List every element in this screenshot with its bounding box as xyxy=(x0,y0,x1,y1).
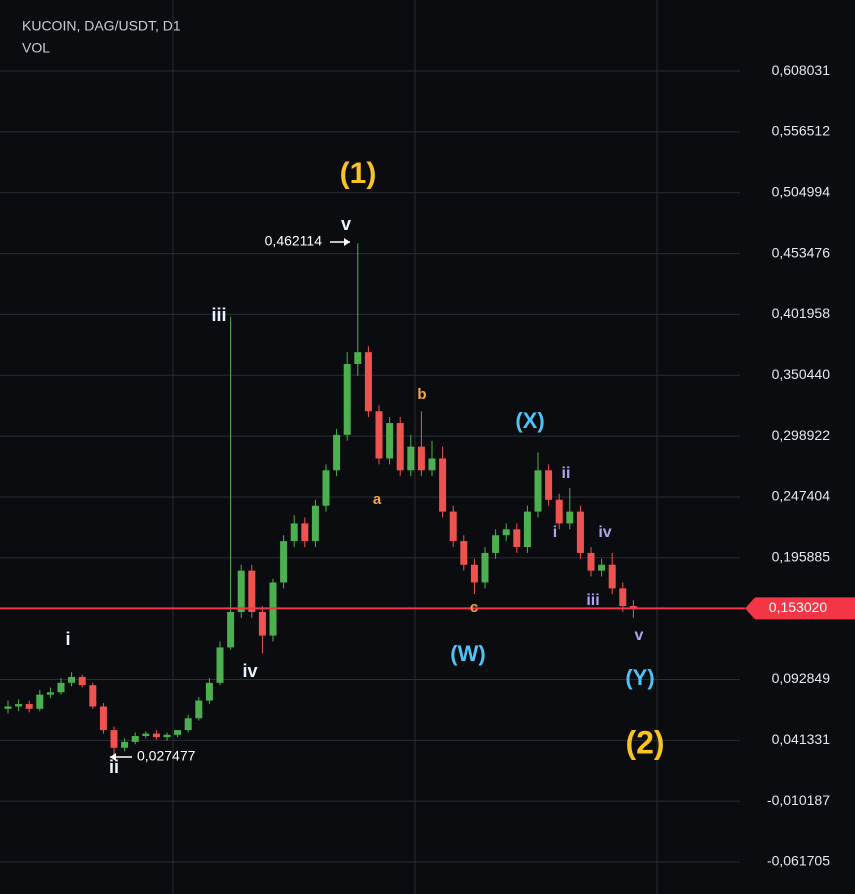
candle-body xyxy=(163,734,171,738)
candle-body xyxy=(248,570,256,612)
candle-body xyxy=(545,470,553,500)
candle-body xyxy=(57,682,65,693)
candle-body xyxy=(142,733,150,736)
candle-body xyxy=(608,564,616,589)
wave-label: i xyxy=(65,629,70,649)
wave-label: a xyxy=(373,491,382,508)
candle-body xyxy=(227,611,235,648)
wave-label: (1) xyxy=(340,157,377,190)
candle-body xyxy=(364,352,372,412)
chart-subtitle: VOL xyxy=(22,40,50,56)
candle-body xyxy=(152,733,160,738)
candle-body xyxy=(110,730,118,748)
candle-body xyxy=(15,704,23,707)
candle-body xyxy=(174,730,182,735)
candle-body xyxy=(216,647,224,683)
candle-body xyxy=(205,682,213,701)
y-tick-label: 0,092849 xyxy=(772,670,831,686)
candle-body xyxy=(301,523,309,542)
candle-body xyxy=(566,511,574,524)
wave-label: v xyxy=(341,214,351,234)
candle-body xyxy=(322,470,330,506)
y-tick-label: 0,041331 xyxy=(772,731,831,747)
wave-label: ii xyxy=(109,757,119,777)
candle-body xyxy=(280,541,288,583)
wave-label: iv xyxy=(598,524,611,541)
price-marker-label: 0,027477 xyxy=(137,748,196,764)
wave-label: v xyxy=(635,627,644,644)
y-tick-label: 0,608031 xyxy=(772,62,831,78)
candle-body xyxy=(523,511,531,548)
wave-label: b xyxy=(417,386,426,403)
y-tick-label: 0,556512 xyxy=(772,123,831,139)
last-price-label: 0,153020 xyxy=(769,599,828,615)
wave-label: ii xyxy=(562,465,571,482)
price-marker-label: 0,462114 xyxy=(265,233,323,249)
wave-label: (X) xyxy=(515,408,544,433)
y-tick-label: 0,195885 xyxy=(772,548,831,564)
candle-body xyxy=(598,564,606,571)
y-tick-label: 0,247404 xyxy=(772,488,831,504)
candle-body xyxy=(470,564,478,583)
candle-body xyxy=(587,552,595,571)
candle-body xyxy=(502,529,510,536)
candle-body xyxy=(555,499,563,524)
candle-body xyxy=(333,434,341,471)
candle-body xyxy=(629,606,637,609)
candle-body xyxy=(25,704,33,709)
candle-body xyxy=(184,718,192,731)
wave-label: (W) xyxy=(450,641,485,666)
wave-label: iii xyxy=(586,592,599,609)
candle-body xyxy=(354,352,362,364)
candle-body xyxy=(99,706,107,731)
wave-label: i xyxy=(553,524,557,541)
candle-body xyxy=(311,505,319,542)
candle-body xyxy=(428,458,436,471)
wave-label: c xyxy=(470,599,478,616)
y-tick-label: 0,504994 xyxy=(772,183,831,199)
candle-body xyxy=(534,470,542,512)
candle-body xyxy=(460,541,468,565)
candle-body xyxy=(576,511,584,553)
candle-body xyxy=(131,735,139,742)
chart-title: KUCOIN, DAG/USDT, D1 xyxy=(22,18,181,34)
candle-body xyxy=(237,570,245,612)
candle-body xyxy=(396,423,404,471)
candle-body xyxy=(386,423,394,459)
candle-body xyxy=(343,363,351,435)
y-tick-label: 0,350440 xyxy=(772,366,831,382)
candle-body xyxy=(258,611,266,636)
candle-body xyxy=(89,685,97,707)
last-price-tag xyxy=(745,597,855,620)
y-tick-label: -0,061705 xyxy=(767,853,830,869)
candle-body xyxy=(375,411,383,459)
candle-body xyxy=(439,458,447,512)
y-tick-label: 0,401958 xyxy=(772,305,831,321)
candle-body xyxy=(417,446,425,471)
candle-body xyxy=(78,676,86,686)
candle-body xyxy=(492,535,500,553)
candle-body xyxy=(513,529,521,548)
wave-label: iii xyxy=(211,305,226,325)
candle-body xyxy=(4,706,12,709)
wave-label: iv xyxy=(242,661,257,681)
candle-body xyxy=(290,523,298,542)
candle-body xyxy=(481,552,489,583)
y-tick-label: 0,298922 xyxy=(772,427,831,443)
price-marker-arrowhead xyxy=(110,753,116,761)
price-marker-arrowhead xyxy=(344,238,350,246)
candle-body xyxy=(68,676,76,683)
wave-label: (2) xyxy=(625,724,664,760)
y-tick-label: 0,453476 xyxy=(772,244,831,260)
y-tick-label: -0,010187 xyxy=(767,792,830,808)
candle-body xyxy=(121,741,129,748)
candle-body xyxy=(407,446,415,471)
candle-body xyxy=(449,511,457,542)
wave-label: (Y) xyxy=(625,665,654,690)
candle-body xyxy=(195,700,203,719)
candle-body xyxy=(36,694,44,709)
candle-body xyxy=(46,692,54,695)
candle-body xyxy=(619,588,627,607)
